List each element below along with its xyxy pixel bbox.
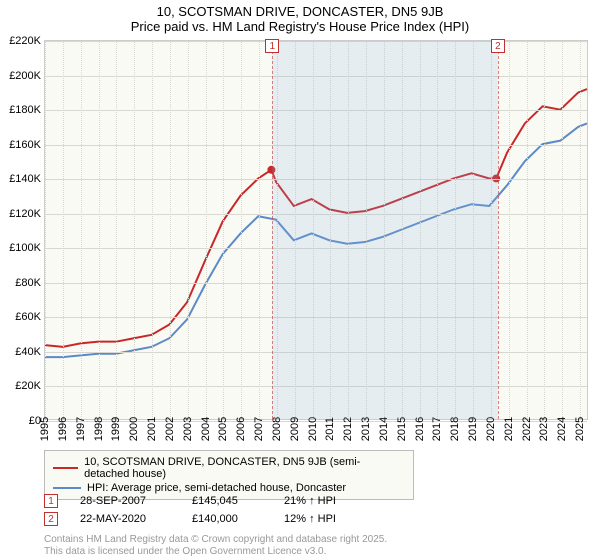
marker-pct: 12% ↑ HPI (284, 513, 336, 525)
legend-row: 10, SCOTSMAN DRIVE, DONCASTER, DN5 9JB (… (53, 455, 405, 481)
gridline-v (509, 41, 510, 419)
gridline-v (116, 41, 117, 419)
x-axis-label: 1996 (57, 417, 69, 441)
gridline-v (81, 41, 82, 419)
chart-plot-area: £0£20K£40K£60K£80K£100K£120K£140K£160K£1… (44, 40, 588, 420)
y-axis-label: £140K (9, 173, 41, 185)
legend-label: 10, SCOTSMAN DRIVE, DONCASTER, DN5 9JB (… (84, 456, 405, 480)
y-axis-label: £180K (9, 104, 41, 116)
attribution-line2: This data is licensed under the Open Gov… (44, 546, 387, 558)
x-axis-label: 2024 (556, 417, 568, 441)
gridline-v (223, 41, 224, 419)
x-axis-label: 2014 (378, 417, 390, 441)
marker-table-row: 2 22-MAY-2020 £140,000 12% ↑ HPI (44, 510, 336, 528)
marker-line (498, 41, 499, 419)
gridline-v (580, 41, 581, 419)
x-axis-label: 2002 (164, 417, 176, 441)
y-axis-label: £60K (15, 311, 41, 323)
y-axis-label: £40K (15, 346, 41, 358)
y-axis-label: £20K (15, 380, 41, 392)
gridline-v (544, 41, 545, 419)
x-axis-label: 2020 (485, 417, 497, 441)
chart-title-line2: Price paid vs. HM Land Registry's House … (0, 19, 600, 40)
gridline-v (188, 41, 189, 419)
gridline-v (527, 41, 528, 419)
marker-flag: 2 (491, 39, 505, 53)
marker-pct: 21% ↑ HPI (284, 495, 336, 507)
legend-swatch (53, 487, 81, 489)
x-axis-label: 2018 (449, 417, 461, 441)
y-axis-label: £120K (9, 208, 41, 220)
highlight-band (272, 41, 498, 419)
x-axis-label: 2009 (289, 417, 301, 441)
x-axis-label: 2010 (307, 417, 319, 441)
marker-table-row: 1 28-SEP-2007 £145,045 21% ↑ HPI (44, 492, 336, 510)
x-axis-label: 2008 (271, 417, 283, 441)
gridline-v (63, 41, 64, 419)
x-axis-label: 2007 (253, 417, 265, 441)
x-axis-label: 2004 (200, 417, 212, 441)
marker-price: £145,045 (192, 495, 262, 507)
marker-flag-icon: 2 (44, 512, 58, 526)
x-axis-label: 2006 (235, 417, 247, 441)
x-axis-label: 2025 (574, 417, 586, 441)
x-axis-label: 2012 (342, 417, 354, 441)
y-axis-label: £220K (9, 35, 41, 47)
y-axis-label: £200K (9, 70, 41, 82)
markers-table: 1 28-SEP-2007 £145,045 21% ↑ HPI 2 22-MAY-202… (44, 492, 336, 528)
marker-price: £140,000 (192, 513, 262, 525)
y-axis-label: £160K (9, 139, 41, 151)
marker-line (272, 41, 273, 419)
gridline-v (241, 41, 242, 419)
x-axis-label: 2001 (146, 417, 158, 441)
gridline-v (45, 41, 46, 419)
x-axis-label: 2021 (503, 417, 515, 441)
x-axis-label: 2003 (182, 417, 194, 441)
x-axis-label: 1998 (93, 417, 105, 441)
y-axis-label: £100K (9, 242, 41, 254)
x-axis-label: 1997 (75, 417, 87, 441)
attribution: Contains HM Land Registry data © Crown c… (44, 534, 387, 558)
marker-date: 28-SEP-2007 (80, 495, 170, 507)
x-axis-label: 2019 (467, 417, 479, 441)
marker-flag: 1 (265, 39, 279, 53)
x-axis-label: 2011 (324, 417, 336, 441)
legend-swatch (53, 467, 78, 469)
gridline-v (259, 41, 260, 419)
attribution-line1: Contains HM Land Registry data © Crown c… (44, 534, 387, 546)
x-axis-label: 2023 (538, 417, 550, 441)
gridline-v (99, 41, 100, 419)
x-axis-label: 2013 (360, 417, 372, 441)
marker-date: 22-MAY-2020 (80, 513, 170, 525)
gridline-v (134, 41, 135, 419)
chart-container: 10, SCOTSMAN DRIVE, DONCASTER, DN5 9JB P… (0, 0, 600, 560)
marker-flag-icon: 1 (44, 494, 58, 508)
x-axis-label: 2022 (521, 417, 533, 441)
chart-title-line1: 10, SCOTSMAN DRIVE, DONCASTER, DN5 9JB (0, 0, 600, 19)
x-axis-label: 2017 (431, 417, 443, 441)
x-axis-label: 1995 (39, 417, 51, 441)
x-axis-label: 2015 (396, 417, 408, 441)
y-axis-label: £80K (15, 277, 41, 289)
x-axis-label: 2000 (128, 417, 140, 441)
x-axis-label: 2005 (217, 417, 229, 441)
gridline-v (562, 41, 563, 419)
x-axis-label: 1999 (110, 417, 122, 441)
x-axis-label: 2016 (414, 417, 426, 441)
gridline-v (152, 41, 153, 419)
gridline-v (206, 41, 207, 419)
gridline-v (170, 41, 171, 419)
